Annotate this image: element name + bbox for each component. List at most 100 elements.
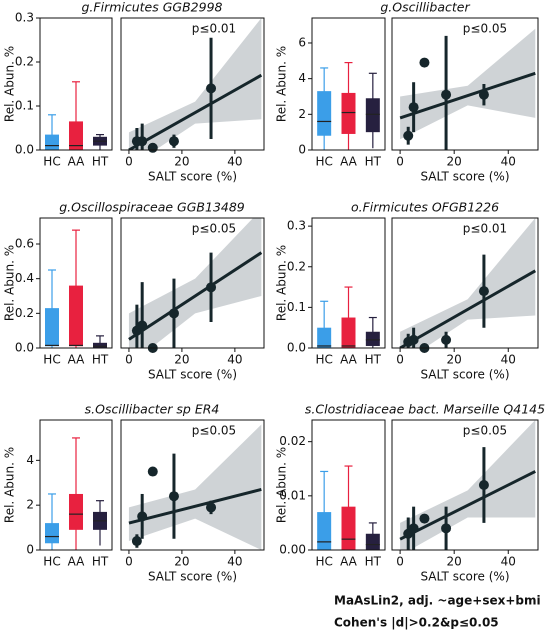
y-tick-label: 0.6 [15, 237, 34, 251]
box [365, 331, 380, 346]
fit-line [399, 470, 536, 541]
point [206, 83, 217, 94]
x-tick-label: 20 [447, 555, 462, 569]
y-tick-label: 0.1 [15, 99, 34, 113]
category-label: HC [315, 155, 332, 169]
category-label: AA [68, 155, 86, 169]
category-label: AA [340, 353, 358, 367]
scatter-frame [120, 419, 265, 551]
x-tick-label: 0 [396, 555, 404, 569]
category-label: HC [315, 353, 332, 367]
category-label: HC [43, 353, 60, 367]
point [137, 320, 148, 331]
panel-title: g.Oscillibacter [380, 0, 470, 15]
y-tick-label: 4 [26, 453, 34, 467]
x-axis-label: SALT score (%) [420, 170, 509, 184]
y-axis-label: Rel. Abun. % [275, 447, 289, 523]
fit-line [399, 269, 537, 348]
box [93, 342, 107, 348]
y-tick-label: 0 [298, 143, 306, 157]
y-tick-label: 0.3 [15, 11, 34, 25]
confidence-band [128, 18, 262, 150]
point [478, 286, 489, 297]
point [168, 136, 179, 147]
confidence-band [400, 218, 536, 348]
category-label: HT [365, 555, 382, 569]
box [317, 91, 332, 136]
category-label: HC [315, 555, 332, 569]
y-axis-label: Rel. Abun. % [3, 447, 17, 523]
box [69, 493, 83, 530]
category-label: AA [340, 155, 358, 169]
p-value: p≤0.05 [463, 424, 507, 438]
y-tick-label: 0.2 [287, 259, 306, 273]
scatter-frame [120, 17, 265, 151]
point [137, 136, 148, 147]
x-tick-label: 20 [174, 155, 189, 169]
box [317, 327, 332, 348]
y-tick-label: 4 [298, 71, 306, 85]
box-frame [311, 419, 386, 551]
panel-title: g.Oscillospiraceae GGB13489 [59, 200, 245, 215]
x-tick-label: 40 [501, 155, 516, 169]
point [408, 102, 419, 113]
x-axis-label: SALT score (%) [148, 570, 237, 584]
y-tick-label: 6 [298, 35, 306, 49]
box [341, 506, 356, 550]
y-tick-label: 0.0 [15, 143, 34, 157]
point [403, 130, 414, 141]
box-frame [39, 17, 113, 151]
y-tick-label: 0.2 [15, 55, 34, 69]
category-label: HC [43, 155, 60, 169]
y-axis-label: Rel. Abun. % [275, 46, 289, 122]
x-tick-label: 40 [227, 353, 242, 367]
box [341, 92, 356, 134]
point [478, 480, 489, 490]
point [206, 282, 217, 293]
category-label: AA [68, 555, 86, 569]
y-tick-label: 0.4 [15, 271, 34, 285]
x-tick-label: 20 [174, 353, 189, 367]
box-frame [39, 419, 113, 551]
point [408, 523, 419, 534]
x-axis-label: SALT score (%) [420, 570, 509, 584]
point [137, 511, 148, 522]
confidence-band [128, 424, 262, 550]
p-value: p≤0.01 [463, 222, 507, 236]
scatter-frame [120, 217, 265, 349]
category-label: HT [92, 155, 109, 169]
x-tick-label: 40 [227, 155, 242, 169]
panel-title: s.Oscillibacter sp ER4 [85, 402, 220, 417]
point [168, 308, 179, 319]
x-tick-label: 40 [501, 555, 516, 569]
box [45, 308, 59, 347]
x-tick-label: 20 [447, 353, 462, 367]
category-label: HC [43, 555, 60, 569]
scatter-frame [391, 17, 539, 151]
y-tick-label: 0.1 [287, 300, 306, 314]
p-value: p≤0.05 [463, 22, 507, 36]
category-label: HT [92, 555, 109, 569]
confidence-band [128, 218, 262, 348]
y-tick-label: 2 [26, 498, 34, 512]
y-axis-label: Rel. Abun. % [3, 46, 17, 122]
category-label: HT [92, 353, 109, 367]
panel-title: g.Firmicutes GGB2998 [82, 0, 223, 15]
y-tick-label: 0.3 [287, 219, 306, 233]
box-frame [311, 17, 386, 151]
fit-line [128, 251, 263, 341]
x-tick-label: 20 [447, 155, 462, 169]
x-tick-label: 20 [174, 555, 189, 569]
point [441, 89, 452, 100]
y-axis-label: Rel. Abun. % [3, 245, 17, 321]
fit-line [128, 73, 263, 150]
point [441, 523, 452, 534]
x-axis-label: SALT score (%) [148, 368, 237, 382]
point [147, 466, 158, 477]
x-axis-label: SALT score (%) [148, 170, 237, 184]
point [206, 502, 217, 513]
x-tick-label: 0 [125, 353, 133, 367]
y-tick-label: 0.02 [279, 434, 306, 448]
y-tick-label: 0.0 [15, 341, 34, 355]
category-label: HT [365, 353, 382, 367]
